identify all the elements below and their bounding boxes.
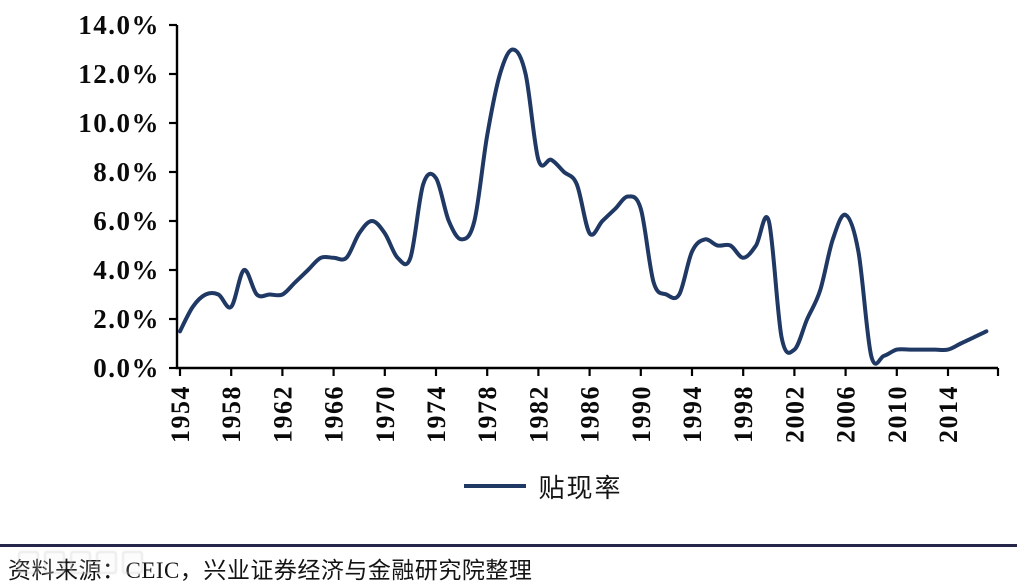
series-line-discount-rate [178, 47, 989, 366]
source-note: 资料来源：CEIC，兴业证券经济与金融研究院整理 [8, 558, 533, 583]
y-tick-label: 6.0% [93, 206, 160, 236]
x-tick-label: 1966 [320, 385, 349, 443]
x-tick-label: 2010 [883, 385, 912, 443]
x-axis: 1954 1958 1962 1966 1970 1974 1978 1982 1986 1990… [166, 368, 1000, 443]
x-tick-label: 1990 [627, 385, 656, 443]
y-tick-label: 10.0% [78, 108, 160, 138]
x-tick-label: 2002 [780, 385, 809, 443]
x-tick-label: 1982 [524, 385, 553, 443]
x-tick-label: 1986 [576, 385, 605, 443]
y-tick-label: 0.0% [93, 353, 160, 383]
footer-divider [0, 544, 1017, 547]
x-tick-label: 1970 [371, 385, 400, 443]
y-tick-label: 4.0% [93, 255, 160, 285]
legend-series-label: 贴现率 [538, 473, 623, 503]
x-tick-label: 1994 [678, 385, 707, 443]
x-tick-label: 1978 [473, 385, 502, 443]
y-tick-label: 12.0% [78, 59, 160, 89]
legend-line-icon [464, 484, 527, 488]
y-axis: 0.0% 2.0% 4.0% 6.0% 8.0% 10.0% 12.0% 14.0% [78, 10, 177, 383]
x-tick-label: 1954 [166, 385, 195, 443]
x-tick-label: 1958 [217, 385, 246, 443]
x-tick-label: 1998 [729, 385, 758, 443]
y-tick-label: 14.0% [78, 10, 160, 40]
chart-legend: 贴现率 [0, 468, 1017, 504]
discount-rate-chart: 0.0%2.0%4.0%6.0%8.0%10.0%12.0%14.0%1954 1… [78, 10, 1000, 443]
x-tick-label: 1974 [422, 385, 451, 443]
y-tick-label: 8.0% [93, 157, 160, 187]
y-tick-label: 2.0% [93, 304, 160, 334]
axis-lines [175, 25, 998, 370]
x-tick-label: 2014 [934, 385, 963, 443]
x-tick-label: 1962 [268, 385, 297, 443]
x-tick-label: 2006 [832, 385, 861, 443]
